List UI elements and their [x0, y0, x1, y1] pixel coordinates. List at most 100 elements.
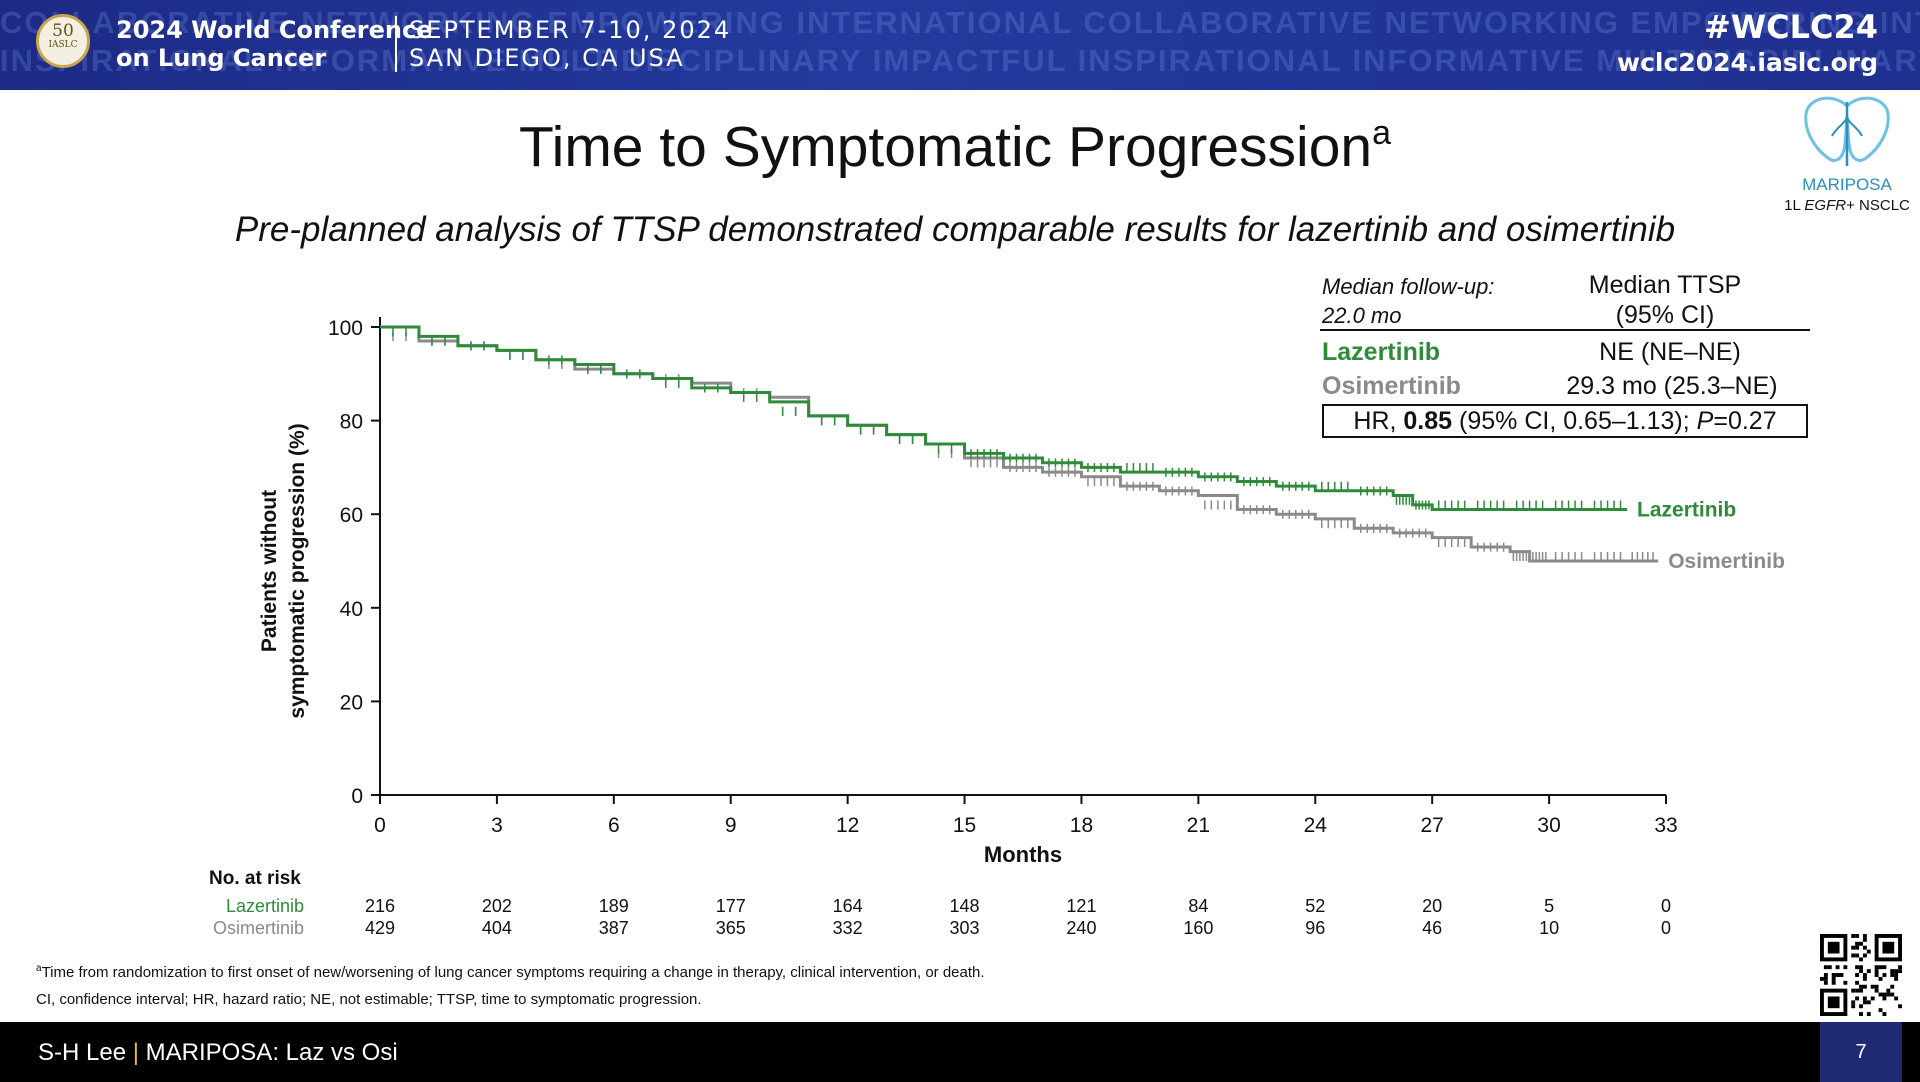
qr-module: [1859, 965, 1863, 970]
qr-module: [1882, 965, 1887, 970]
censor-marks-lazertinib: [392, 327, 1622, 510]
qr-module: [1862, 937, 1867, 942]
banner-divider: [395, 16, 397, 72]
risk-cell: 10: [1539, 918, 1560, 938]
qr-module: [1859, 941, 1863, 946]
risk-cell: 5: [1544, 896, 1555, 916]
banner-background-words: COLLABORATIVE NETWORKING EMPOWERING INTE…: [0, 5, 1920, 78]
qr-module: [1882, 996, 1887, 1001]
risk-cell: 365: [715, 918, 746, 938]
qr-module: [1878, 976, 1883, 981]
qr-module: [1886, 992, 1891, 997]
qr-module: [1859, 1004, 1863, 1009]
risk-cell: 429: [364, 918, 396, 938]
qr-module: [1851, 934, 1856, 938]
qr-module: [1894, 976, 1899, 981]
km-curve-lazertinib: [380, 325, 1628, 512]
x-tick-label: 33: [1654, 814, 1677, 837]
qr-module: [1859, 1012, 1863, 1016]
butterfly-lungs-icon: [1804, 96, 1890, 166]
qr-module: [1831, 973, 1836, 977]
y-tick-label: 80: [340, 411, 363, 434]
qr-module: [1878, 992, 1883, 997]
qr-module: [1855, 953, 1860, 958]
qr-module: [1855, 988, 1860, 993]
qr-module: [1878, 1008, 1883, 1013]
qr-module: [1870, 996, 1875, 1001]
qr-module: [1886, 988, 1891, 993]
risk-cell: 240: [1066, 918, 1097, 938]
x-tick-label: 21: [1187, 814, 1210, 837]
risk-cell: 164: [832, 896, 863, 916]
risk-cell: 121: [1066, 896, 1097, 916]
conference-website: wclc2024.iaslc.org: [1617, 48, 1878, 77]
qr-module: [1890, 984, 1895, 989]
table-rule: [1320, 329, 1810, 331]
risk-cell: 202: [481, 896, 512, 916]
risk-row-label-osimertinib: Osimertinib: [212, 918, 304, 938]
mariposa-brand: MARIPOSA 1L EGFR+ NSCLC: [1782, 96, 1912, 214]
y-tick-label: 100: [328, 317, 363, 340]
qr-module: [1859, 969, 1863, 974]
x-tick-label: 24: [1304, 814, 1328, 837]
qr-module: [1862, 984, 1867, 989]
qr-code-icon[interactable]: [1820, 934, 1902, 1016]
mariposa-name: MARIPOSA: [1802, 175, 1892, 194]
risk-table-title: No. at risk: [209, 868, 301, 889]
end-label-osimertinib: Osimertinib: [1668, 550, 1785, 573]
risk-cell: 160: [1183, 918, 1214, 938]
median-ttsp-header: Median TTSP (95% CI): [1588, 271, 1742, 329]
qr-module: [1898, 1004, 1902, 1009]
slide-title: Time to Symptomatic Progressiona: [518, 114, 1392, 179]
qr-module: [1882, 992, 1887, 997]
end-label-lazertinib: Lazertinib: [1637, 499, 1736, 522]
qr-module: [1843, 965, 1848, 970]
x-tick-label: 9: [725, 814, 737, 837]
risk-cell: 20: [1422, 896, 1443, 916]
qr-module: [1835, 973, 1840, 977]
risk-cell: 177: [715, 896, 746, 916]
risk-cell: 189: [598, 896, 629, 916]
qr-finder-core: [1882, 941, 1895, 954]
qr-module: [1894, 973, 1899, 977]
qr-module: [1866, 1012, 1871, 1016]
conference-dates: SEPTEMBER 7-10, 2024 SAN DIEGO, CA USA: [409, 16, 732, 72]
conference-name: 2024 World Conference on Lung Cancer: [116, 16, 433, 72]
qr-module: [1851, 945, 1856, 950]
qr-module: [1855, 965, 1860, 970]
chart-series: [380, 325, 1659, 563]
x-tick-label: 30: [1537, 814, 1560, 837]
qr-module: [1859, 957, 1863, 962]
qr-module: [1874, 973, 1879, 977]
risk-cell: 332: [832, 918, 863, 938]
qr-module: [1882, 1012, 1887, 1016]
y-tick-label: 60: [340, 504, 363, 527]
y-axis-label-line2: symptomatic progression (%): [286, 423, 309, 718]
chart-labels: Osimertinib Lazertinib: [1637, 499, 1785, 573]
qr-module: [1890, 969, 1895, 974]
x-tick-label: 3: [491, 814, 503, 837]
y-tick-label: 40: [340, 598, 363, 621]
x-axis-label: Months: [984, 842, 1062, 867]
qr-module: [1855, 945, 1860, 950]
qr-module: [1839, 973, 1844, 977]
qr-module: [1862, 976, 1867, 981]
conference-banner: COLLABORATIVE NETWORKING EMPOWERING INTE…: [0, 0, 1920, 90]
qr-module: [1851, 988, 1856, 993]
x-tick-label: 15: [953, 814, 976, 837]
qr-module: [1859, 984, 1863, 989]
qr-module: [1835, 965, 1840, 970]
qr-module: [1898, 969, 1902, 974]
qr-module: [1855, 934, 1860, 938]
qr-module: [1862, 1000, 1867, 1005]
median-followup: Median follow-up: 22.0 mo: [1322, 274, 1495, 328]
qr-module: [1882, 973, 1887, 977]
qr-module: [1823, 973, 1828, 977]
osimertinib-median: 29.3 mo (25.3–NE): [1566, 372, 1778, 400]
qr-module: [1823, 980, 1828, 985]
qr-module: [1878, 965, 1883, 970]
qr-module: [1894, 996, 1899, 1001]
qr-module: [1823, 976, 1828, 981]
qr-module: [1874, 984, 1879, 989]
qr-module: [1859, 988, 1863, 993]
